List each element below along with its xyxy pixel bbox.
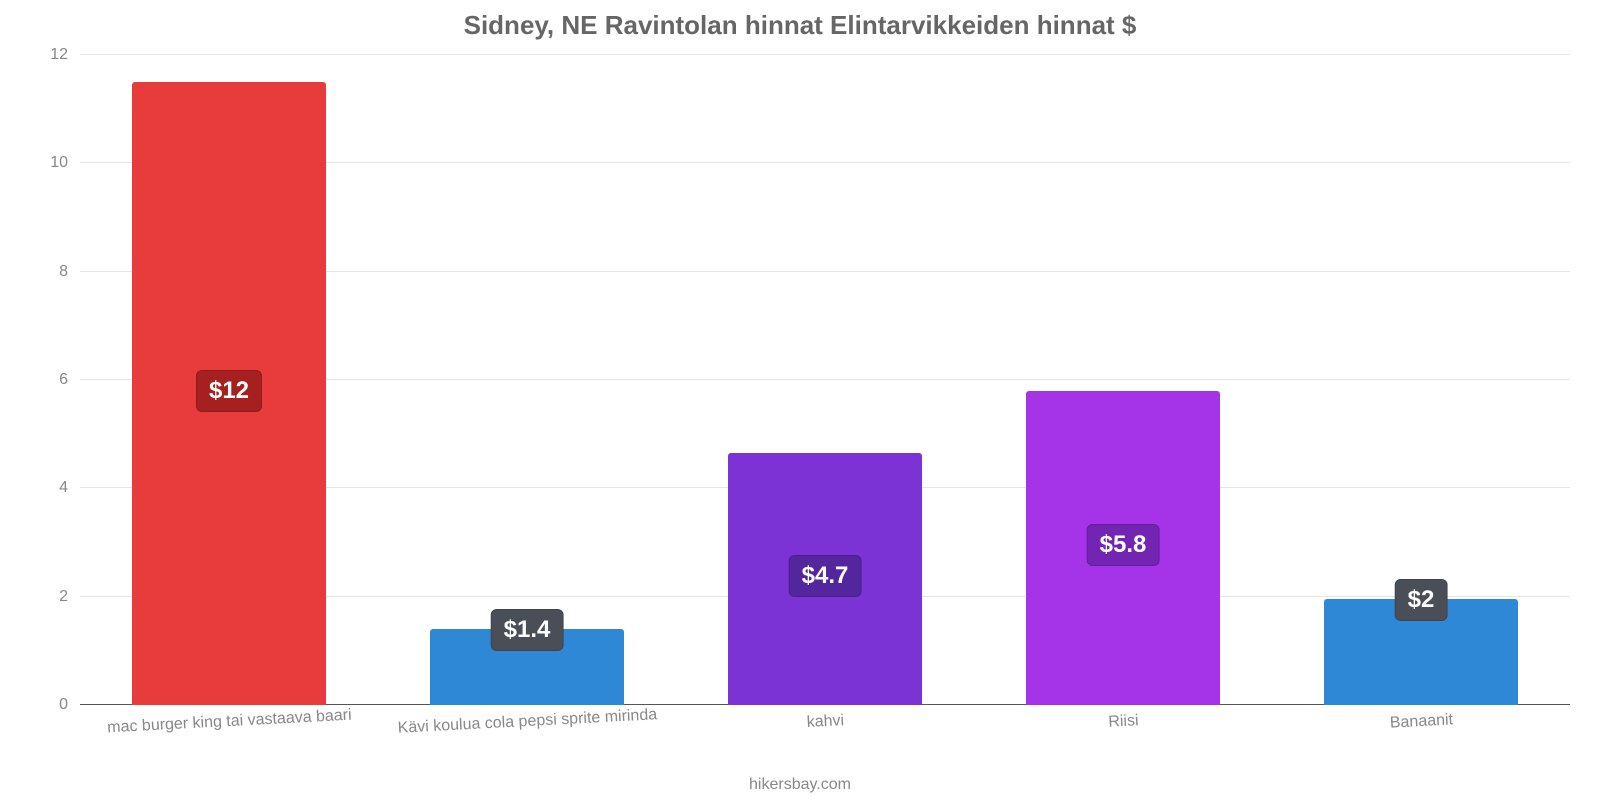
value-label: $2 <box>1395 579 1448 621</box>
x-tick-label: mac burger king tai vastaava baari <box>107 707 352 738</box>
value-label: $4.7 <box>789 555 862 597</box>
y-tick-label: 8 <box>59 263 68 281</box>
x-tick-label: Kävi koulua cola pepsi sprite mirinda <box>397 706 657 738</box>
y-tick-label: 10 <box>50 154 68 172</box>
gridline <box>80 54 1570 55</box>
x-tick-label: Banaanit <box>1389 711 1453 732</box>
x-tick-label: kahvi <box>806 712 844 732</box>
value-label: $12 <box>196 370 262 412</box>
chart-credit: hikersbay.com <box>0 776 1600 794</box>
y-tick-label: 6 <box>59 371 68 389</box>
y-tick-label: 12 <box>50 46 68 64</box>
chart-title: Sidney, NE Ravintolan hinnat Elintarvikk… <box>0 10 1600 41</box>
value-label: $1.4 <box>491 609 564 651</box>
plot-area: 024681012$12mac burger king tai vastaava… <box>80 55 1570 705</box>
value-label: $5.8 <box>1087 524 1160 566</box>
y-tick-label: 4 <box>59 479 68 497</box>
x-tick-label: Riisi <box>1108 712 1139 732</box>
y-tick-label: 2 <box>59 588 68 606</box>
price-chart: Sidney, NE Ravintolan hinnat Elintarvikk… <box>0 0 1600 800</box>
y-tick-label: 0 <box>59 696 68 714</box>
